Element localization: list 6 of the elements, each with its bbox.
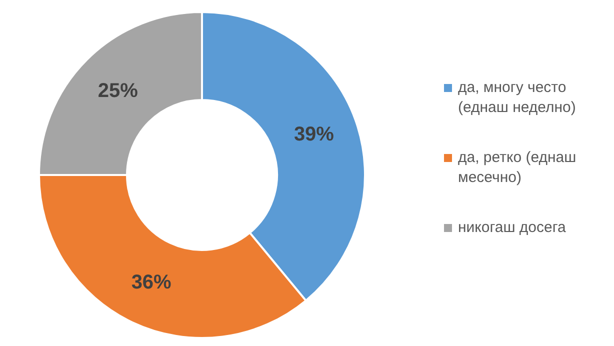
legend-label: да, многу често (еднаш неделно)	[458, 78, 577, 118]
data-label: 39%	[294, 124, 334, 146]
data-label: 25%	[98, 80, 138, 102]
data-label: 36%	[131, 272, 172, 294]
legend-label: никогаш досега	[458, 218, 566, 238]
legend-label: да, ретко (еднаш месечно)	[458, 148, 578, 188]
